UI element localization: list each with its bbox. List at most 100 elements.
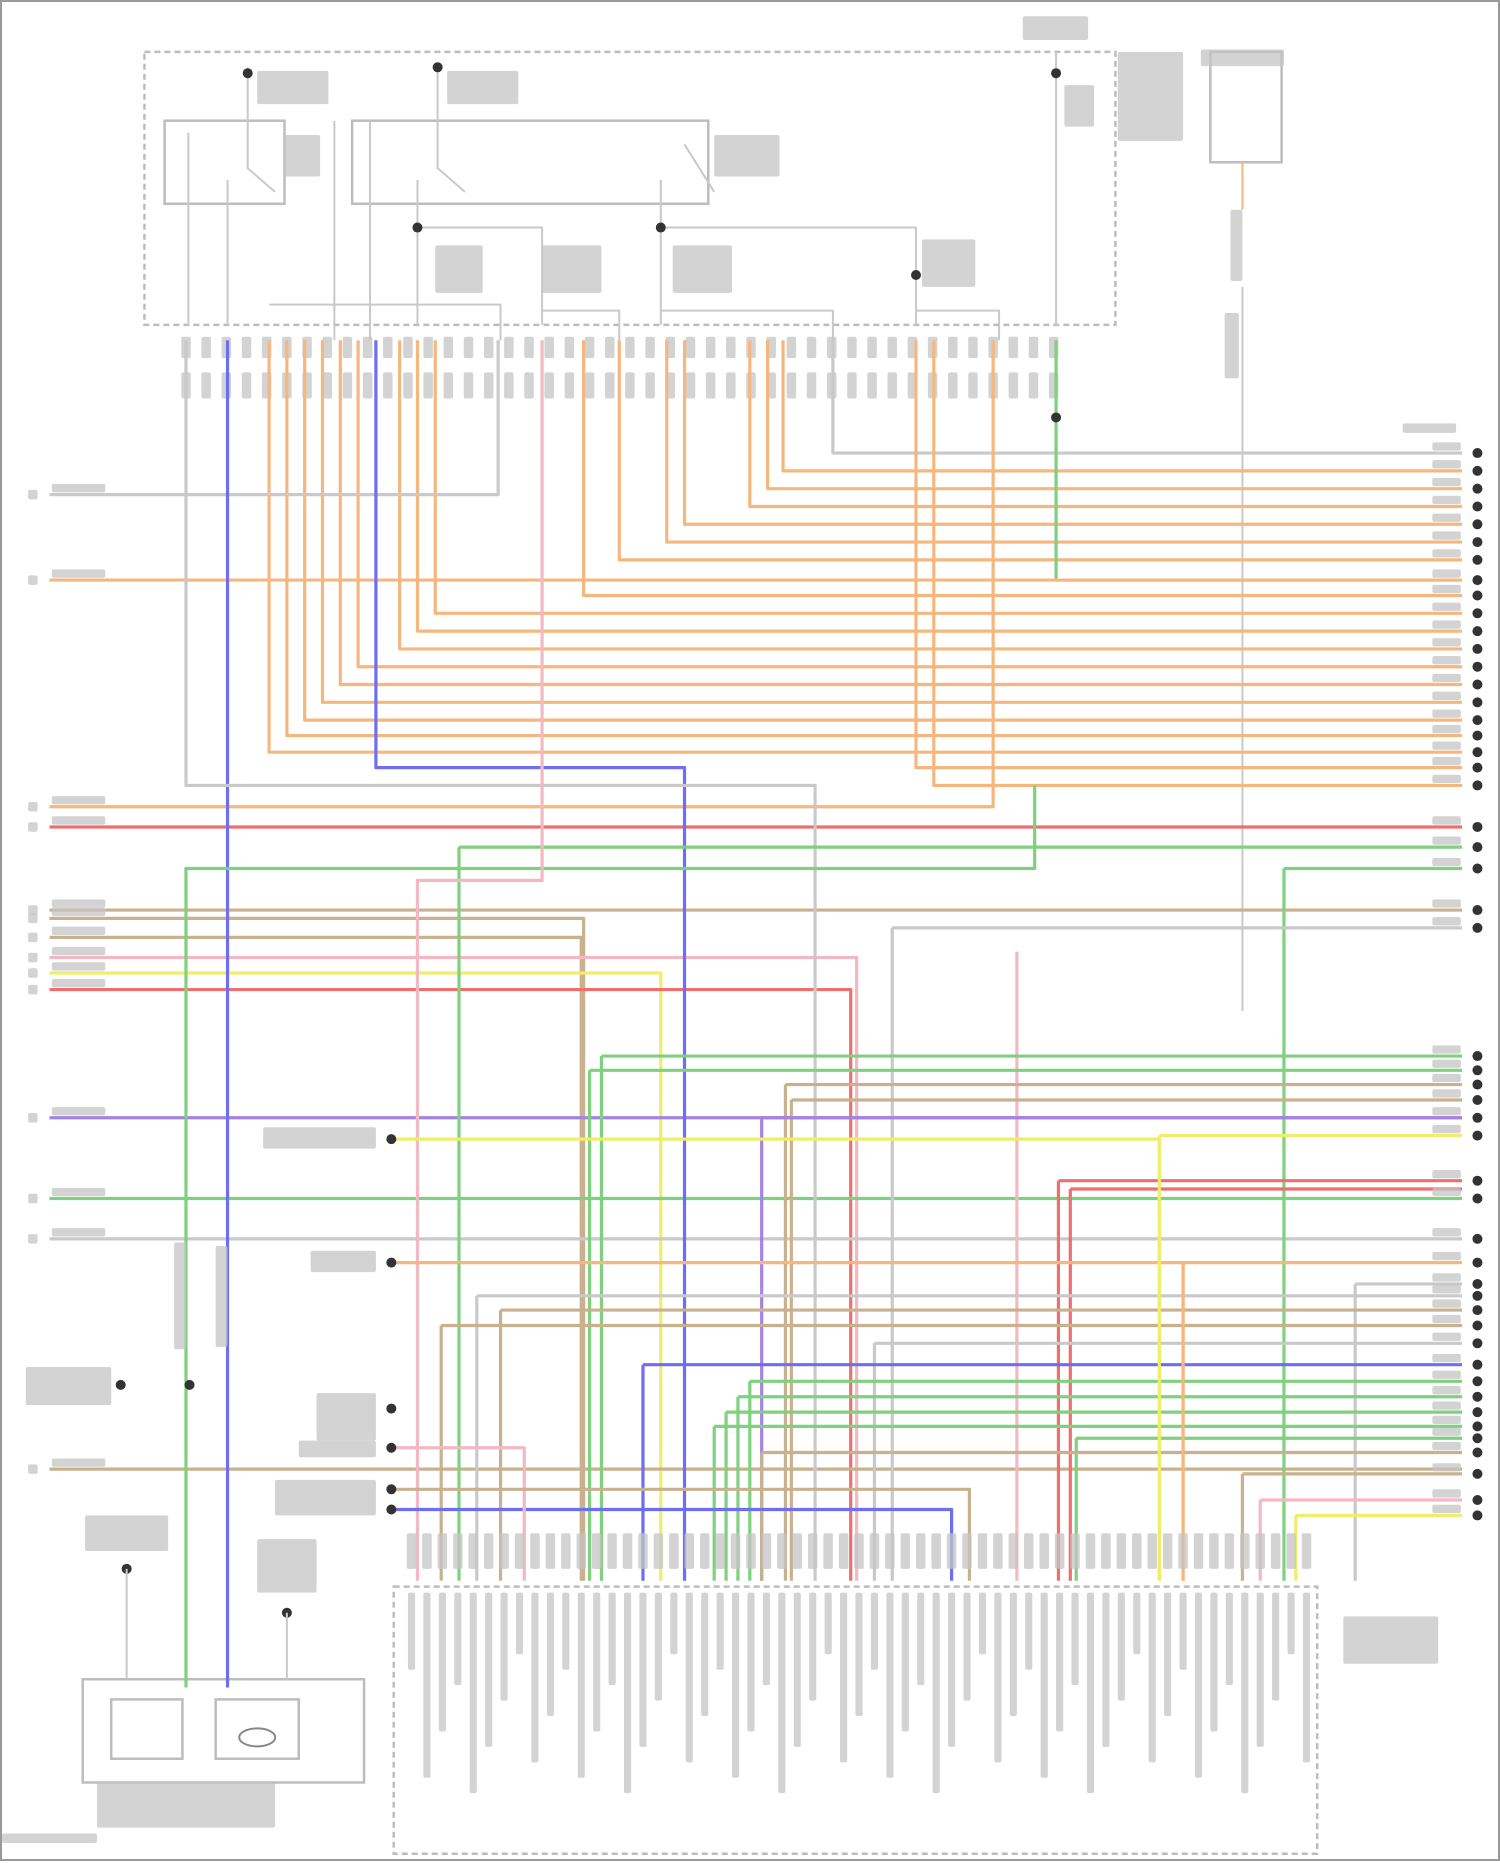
- wire-code-label: [1432, 1124, 1461, 1134]
- component-label: [284, 134, 321, 177]
- wire-code-label: [51, 946, 106, 956]
- pin-wire-code: [993, 1533, 1003, 1569]
- pin-wire-code: [1162, 1533, 1173, 1569]
- circuit-wire: [393, 1137, 1161, 1581]
- wire-code-label: [1432, 917, 1461, 926]
- pin-wire-code: [669, 1533, 679, 1569]
- wire-code-label: [1432, 1228, 1461, 1237]
- harness-wire: [748, 340, 1463, 509]
- component-label: [1224, 312, 1239, 379]
- pin-wire-code: [1101, 1533, 1111, 1569]
- component-connection: [115, 1379, 126, 1390]
- pin-wire-code: [653, 1533, 664, 1569]
- pin-function-label: [546, 1592, 554, 1717]
- pin-function-label: [855, 1592, 863, 1717]
- pin-function-label: [793, 1592, 801, 1747]
- wire-code-label: [1432, 1073, 1461, 1083]
- harness-wire: [831, 340, 1463, 455]
- wire-code-label: [1432, 724, 1461, 734]
- pin-function-label: [423, 1592, 431, 1778]
- connector-terminal: [1472, 1359, 1483, 1370]
- wire-code-label: [504, 372, 514, 399]
- wire-code-label: [1432, 638, 1461, 647]
- component-label: [310, 1250, 376, 1273]
- pin-function-label: [747, 1592, 755, 1732]
- fuse-relay-box: [143, 50, 1117, 327]
- connector-pin: [948, 336, 958, 359]
- connector-terminal: [1472, 1290, 1483, 1301]
- pin-wire-code: [545, 1533, 556, 1569]
- harness-wire: [356, 340, 1463, 669]
- wire-code-label: [1432, 602, 1461, 611]
- pin-function-label: [1133, 1592, 1141, 1655]
- connector-terminal: [1472, 465, 1483, 476]
- pin-function-label: [840, 1592, 848, 1763]
- pin-function-label: [932, 1592, 940, 1794]
- harness-wire: [932, 340, 1463, 788]
- connector-terminal: [1472, 501, 1483, 512]
- connector-terminal: [1472, 821, 1483, 832]
- wire-code-label: [1432, 691, 1461, 700]
- wire-code-label: [1432, 495, 1461, 505]
- pin-function-label: [1086, 1592, 1095, 1794]
- connector-terminal: [1472, 1376, 1483, 1387]
- wire-code-label: [51, 1187, 106, 1197]
- connector-terminal: [1472, 608, 1483, 619]
- pin-wire-code: [715, 1533, 725, 1569]
- wire-code-label: [1432, 1314, 1461, 1324]
- wire-code-label: [1432, 1386, 1461, 1395]
- wire-code-label: [1432, 1089, 1461, 1098]
- component-connection: [386, 1504, 397, 1515]
- component-connection: [386, 1442, 397, 1453]
- connector-terminal: [1472, 1494, 1483, 1505]
- pin-function-label: [886, 1592, 894, 1778]
- component-connection: [386, 1403, 397, 1414]
- circuit-ref-label: [28, 1464, 38, 1474]
- top-right-module: [1209, 50, 1283, 164]
- fuel-level-sender: [109, 1698, 184, 1761]
- pin-function-label: [1194, 1592, 1203, 1778]
- connector-terminal: [1472, 1278, 1483, 1289]
- wire-code-label: [806, 372, 817, 399]
- pin-function-label: [1117, 1592, 1125, 1701]
- harness-wire: [267, 340, 1463, 754]
- component-connection: [184, 1379, 195, 1390]
- component-label: [275, 1479, 376, 1516]
- pin-function-label: [870, 1592, 879, 1670]
- connector-pin: [1008, 336, 1019, 359]
- wire-code-label: [1432, 1187, 1461, 1197]
- wire-code-label: [51, 899, 106, 908]
- internal-circuit: [246, 67, 276, 193]
- wire-code-label: [51, 926, 106, 935]
- pin-wire-code: [1240, 1533, 1250, 1569]
- pin-wire-code: [1209, 1533, 1219, 1569]
- wire-code-label: [1432, 1107, 1461, 1116]
- harness-wire: [1054, 340, 1463, 582]
- pin-wire-code: [854, 1533, 864, 1569]
- connector-terminal: [1472, 780, 1483, 791]
- harness-wire: [617, 340, 1463, 562]
- wire-code-label: [1432, 673, 1461, 683]
- pin-function-label: [762, 1592, 770, 1686]
- component-label: [2, 1833, 97, 1844]
- pin-function-label: [1179, 1592, 1187, 1670]
- wire-code-label: [685, 372, 696, 399]
- circuit-wire: [49, 971, 663, 1581]
- wire-code-label: [241, 372, 252, 399]
- pin-wire-code: [977, 1533, 988, 1569]
- connector-pin: [383, 336, 393, 359]
- connector-pin: [584, 336, 595, 359]
- ground-wire: [184, 340, 817, 1581]
- wire-code-label: [867, 372, 877, 399]
- connector-terminal: [1472, 590, 1483, 601]
- connector-terminal: [1472, 1305, 1483, 1316]
- pin-function-label: [1025, 1592, 1033, 1670]
- pin-wire-code: [1008, 1533, 1019, 1569]
- circuit-ref-label: [28, 575, 38, 585]
- pin-function-label: [485, 1592, 493, 1747]
- pin-wire-code: [514, 1533, 525, 1569]
- component-label: [298, 1440, 376, 1458]
- connector-terminal: [1472, 1065, 1483, 1076]
- component-label: [714, 134, 780, 177]
